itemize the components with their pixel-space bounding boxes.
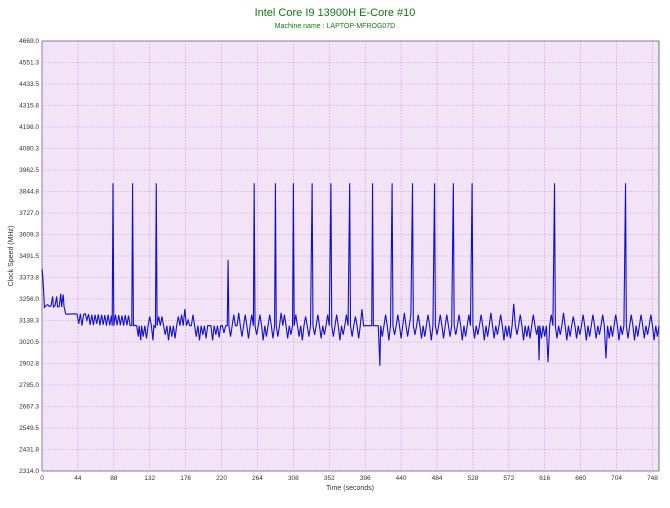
x-tick-label: 352 xyxy=(324,475,335,482)
y-tick-label: 3844.8 xyxy=(19,189,39,196)
grid-lines xyxy=(41,40,659,472)
y-tick-label: 4080.3 xyxy=(19,146,39,153)
x-tick-label: 220 xyxy=(216,475,227,482)
y-tick-label: 4551.3 xyxy=(19,60,39,67)
x-tick-label: 396 xyxy=(360,475,371,482)
chart-title: Intel Core I9 13900H E-Core #10 xyxy=(255,7,416,19)
y-tick-label: 3256.0 xyxy=(19,296,39,303)
y-tick-label: 2431.8 xyxy=(19,447,39,454)
x-tick-label: 704 xyxy=(611,475,622,482)
x-tick-label: 484 xyxy=(432,475,443,482)
x-tick-label: 528 xyxy=(467,475,478,482)
x-tick-label: 0 xyxy=(40,475,44,482)
y-tick-label: 3373.8 xyxy=(19,275,39,282)
y-tick-label: 3491.5 xyxy=(19,253,39,260)
y-tick-label: 4198.0 xyxy=(19,124,39,131)
x-tick-label: 572 xyxy=(503,475,514,482)
x-tick-label: 660 xyxy=(575,475,586,482)
x-tick-label: 748 xyxy=(647,475,658,482)
y-tick-label: 2549.5 xyxy=(19,425,39,432)
x-tick-label: 264 xyxy=(252,475,263,482)
x-tick-label: 440 xyxy=(396,475,407,482)
y-tick-label: 2667.3 xyxy=(19,404,39,411)
x-tick-labels: 0 44 88 132 176 220 264 308 352 396 440 484 528 572 61… xyxy=(40,475,658,482)
y-tick-label: 3020.5 xyxy=(19,339,39,346)
x-tick-label: 308 xyxy=(288,475,299,482)
series-layer xyxy=(41,183,660,366)
y-tick-label: 3609.3 xyxy=(19,232,39,239)
y-axis-title: Clock Speed (MHz) xyxy=(8,226,15,287)
y-tick-label: 2902.8 xyxy=(19,361,39,368)
x-tick-label: 132 xyxy=(144,475,155,482)
y-tick-label: 3727.0 xyxy=(19,210,39,217)
y-tick-label: 3138.3 xyxy=(19,318,39,325)
y-tick-label: 4669.0 xyxy=(19,38,39,45)
y-tick-label: 2314.0 xyxy=(19,468,39,475)
y-tick-labels: 2314.0 2431.8 2549.5 2667.3 2785.0 2902.8 3020… xyxy=(19,38,39,475)
y-tick-label: 4315.8 xyxy=(19,103,39,110)
y-tick-label: 4433.5 xyxy=(19,81,39,88)
x-tick-label: 176 xyxy=(180,475,191,482)
clock-speed-series-line xyxy=(41,183,660,366)
y-tick-label: 3962.5 xyxy=(19,167,39,174)
x-tick-label: 616 xyxy=(539,475,550,482)
y-tick-label: 2785.0 xyxy=(19,382,39,389)
chart-subtitle: Machine name : LAPTOP-MFROG07D xyxy=(275,23,395,30)
x-tick-label: 44 xyxy=(74,475,82,482)
x-tick-label: 88 xyxy=(110,475,118,482)
x-axis-title: Time (seconds) xyxy=(326,485,374,492)
